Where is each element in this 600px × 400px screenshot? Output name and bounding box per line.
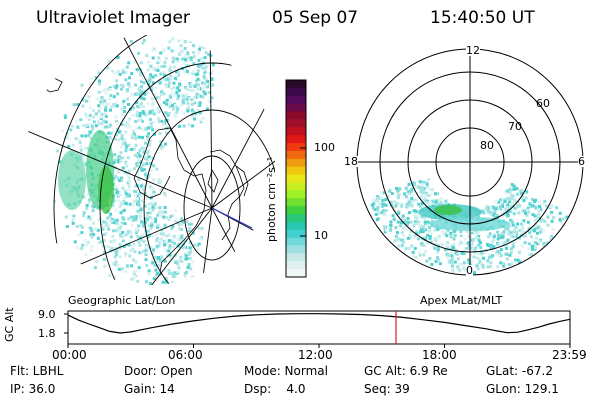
x-tick-2359: 23:59: [552, 348, 587, 362]
mlt-18-label: 18: [344, 155, 358, 168]
geographic-map: [25, 35, 275, 285]
colorbar-segment: [286, 111, 306, 120]
colorbar-segment: [286, 143, 306, 152]
colorbar-label-10: 10: [314, 229, 328, 242]
colorbar-segment: [286, 190, 306, 199]
colorbar-segment: [286, 87, 306, 97]
colorbar-frame: [285, 79, 307, 278]
colorbar-segment: [286, 127, 306, 136]
image-date: 05 Sep 07: [272, 8, 359, 28]
instrument-title: Ultraviolet Imager: [36, 8, 190, 28]
colorbar-segment: [286, 237, 306, 246]
gain-value: Gain: 14: [124, 382, 175, 396]
altitude-x-ticks: [67, 344, 571, 348]
x-tick-1800: 18:00: [422, 348, 457, 362]
colorbar-segment: [286, 103, 306, 113]
colorbar-segment: [286, 245, 306, 254]
colorbar-segment: [286, 119, 306, 128]
colorbar-segment: [286, 229, 306, 239]
colorbar-segment: [286, 95, 306, 105]
colorbar-segment: [286, 269, 306, 278]
door-value: Door: Open: [124, 364, 193, 378]
coastline-6: [29, 59, 49, 71]
coastline-3: [235, 165, 249, 197]
ip-value: IP: 36.0: [10, 382, 56, 396]
glat-value: GLat: -67.2: [486, 364, 553, 378]
mlat-80-label: 80: [480, 139, 494, 152]
colorbar-segment: [286, 166, 306, 176]
altitude-y-axis-label: GC Alt: [3, 307, 16, 342]
x-tick-0000: 00:00: [52, 348, 87, 362]
mlt-12-label: 12: [466, 44, 480, 57]
mlat-60-label: 60: [536, 97, 550, 110]
apex-map-label: Apex MLat/MLT: [420, 294, 503, 307]
colorbar-segment: [286, 253, 306, 262]
coastline-4: [133, 137, 171, 199]
seq-value: Seq: 39: [364, 382, 410, 396]
x-tick-0600: 06:00: [168, 348, 203, 362]
mode-value: Mode: Normal: [244, 364, 328, 378]
colorbar-segment: [286, 174, 306, 183]
altitude-series-line: [67, 313, 571, 334]
mlat-70-label: 70: [508, 120, 522, 133]
altitude-plot: [64, 310, 571, 348]
filter-value: Flt: LBHL: [10, 364, 64, 378]
colorbar-segment: [286, 221, 306, 231]
coastline-2: [209, 149, 245, 241]
geographic-map-label: Geographic Lat/Lon: [68, 294, 176, 307]
gc-alt-value: GC Alt: 6.9 Re: [364, 364, 448, 378]
colorbar-segment: [286, 182, 306, 191]
colorbar-label-100: 100: [314, 141, 335, 154]
x-tick-1200: 12:00: [298, 348, 333, 362]
image-time: 15:40:50 UT: [430, 8, 535, 28]
mlt-0-label: 0: [466, 264, 473, 277]
mlt-6-label: 6: [578, 155, 585, 168]
y-tick-1-8: 1.8: [38, 327, 56, 340]
colorbar-unit-label: photon cm⁻²s⁻¹: [265, 156, 278, 242]
colorbar-segment: [286, 135, 306, 144]
colorbar-segment: [286, 213, 306, 223]
colorbar-segment: [286, 150, 306, 160]
colorbar-segment: [286, 206, 306, 215]
y-tick-9-0: 9.0: [38, 308, 56, 321]
sun-direction-line: [211, 207, 253, 229]
colorbar-segment: [286, 261, 306, 270]
color-scale-bar: [286, 80, 306, 278]
left-auroral-emission: [52, 35, 215, 285]
colorbar-segment: [286, 80, 306, 89]
colorbar-segment: [286, 198, 306, 207]
coastline-7: [207, 169, 219, 193]
coastline-1: [149, 127, 207, 273]
glon-value: GLon: 129.1: [486, 382, 559, 396]
colorbar-segment: [286, 158, 306, 168]
dsp-value: Dsp: 4.0: [244, 382, 306, 396]
altitude-plot-frame: [67, 310, 571, 345]
